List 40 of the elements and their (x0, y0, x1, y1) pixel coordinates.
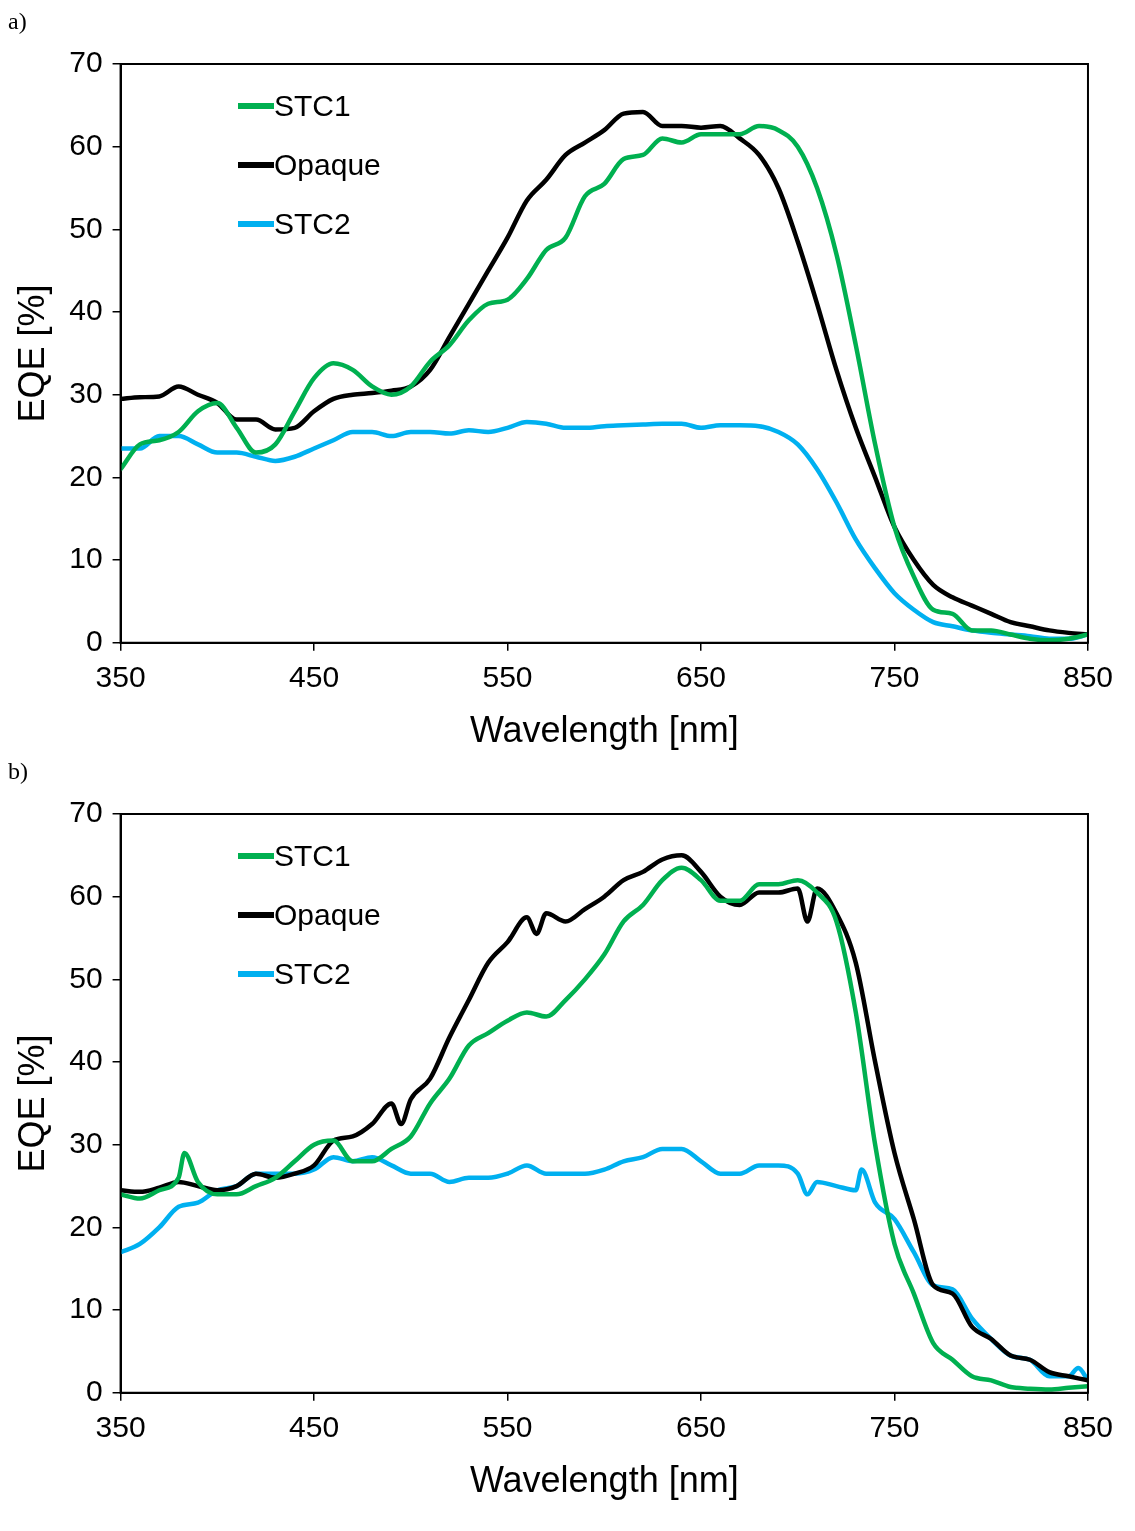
legend-label: STC2 (274, 206, 351, 241)
x-tick-label: 450 (289, 1410, 340, 1444)
y-tick-label: 20 (69, 1208, 103, 1242)
y-tick-label: 50 (69, 210, 103, 244)
x-tick-label: 350 (95, 660, 146, 694)
y-tick-label: 40 (69, 293, 103, 327)
y-tick-label: 60 (69, 127, 103, 161)
x-tick-label: 350 (95, 1410, 146, 1444)
y-tick-label: 10 (69, 541, 103, 575)
x-tick-label: 850 (1062, 660, 1113, 694)
y-tick-label: 0 (85, 1374, 103, 1408)
y-tick-label: 30 (69, 376, 103, 410)
y-tick-label: 50 (69, 960, 103, 994)
y-axis-title: EQE [%] (10, 284, 52, 423)
x-tick-label: 550 (482, 1410, 533, 1444)
x-tick-label: 450 (289, 660, 340, 694)
x-tick-label: 750 (869, 1410, 920, 1444)
y-tick-label: 0 (85, 624, 103, 658)
x-axis-title: Wavelength [nm] (469, 1459, 739, 1501)
y-tick-label: 60 (69, 877, 103, 911)
legend-label: STC1 (274, 838, 351, 873)
y-axis-title: EQE [%] (10, 1034, 52, 1173)
x-tick-label: 850 (1062, 1410, 1113, 1444)
y-tick-label: 30 (69, 1126, 103, 1160)
legend-label: Opaque (274, 147, 381, 182)
x-tick-label: 550 (482, 660, 533, 694)
chart-title: a) (8, 8, 28, 36)
legend-label: STC2 (274, 956, 351, 991)
x-tick-label: 750 (869, 660, 920, 694)
y-tick-label: 10 (69, 1291, 103, 1325)
legend-label: STC1 (274, 88, 351, 123)
y-tick-label: 20 (69, 458, 103, 492)
y-tick-label: 70 (69, 795, 103, 829)
y-tick-label: 70 (69, 45, 103, 79)
x-tick-label: 650 (675, 660, 727, 694)
x-axis-title: Wavelength [nm] (469, 709, 739, 751)
y-tick-label: 40 (69, 1043, 103, 1077)
legend-label: Opaque (274, 897, 381, 932)
x-tick-label: 650 (675, 1410, 727, 1444)
chart-title: b) (8, 758, 29, 786)
